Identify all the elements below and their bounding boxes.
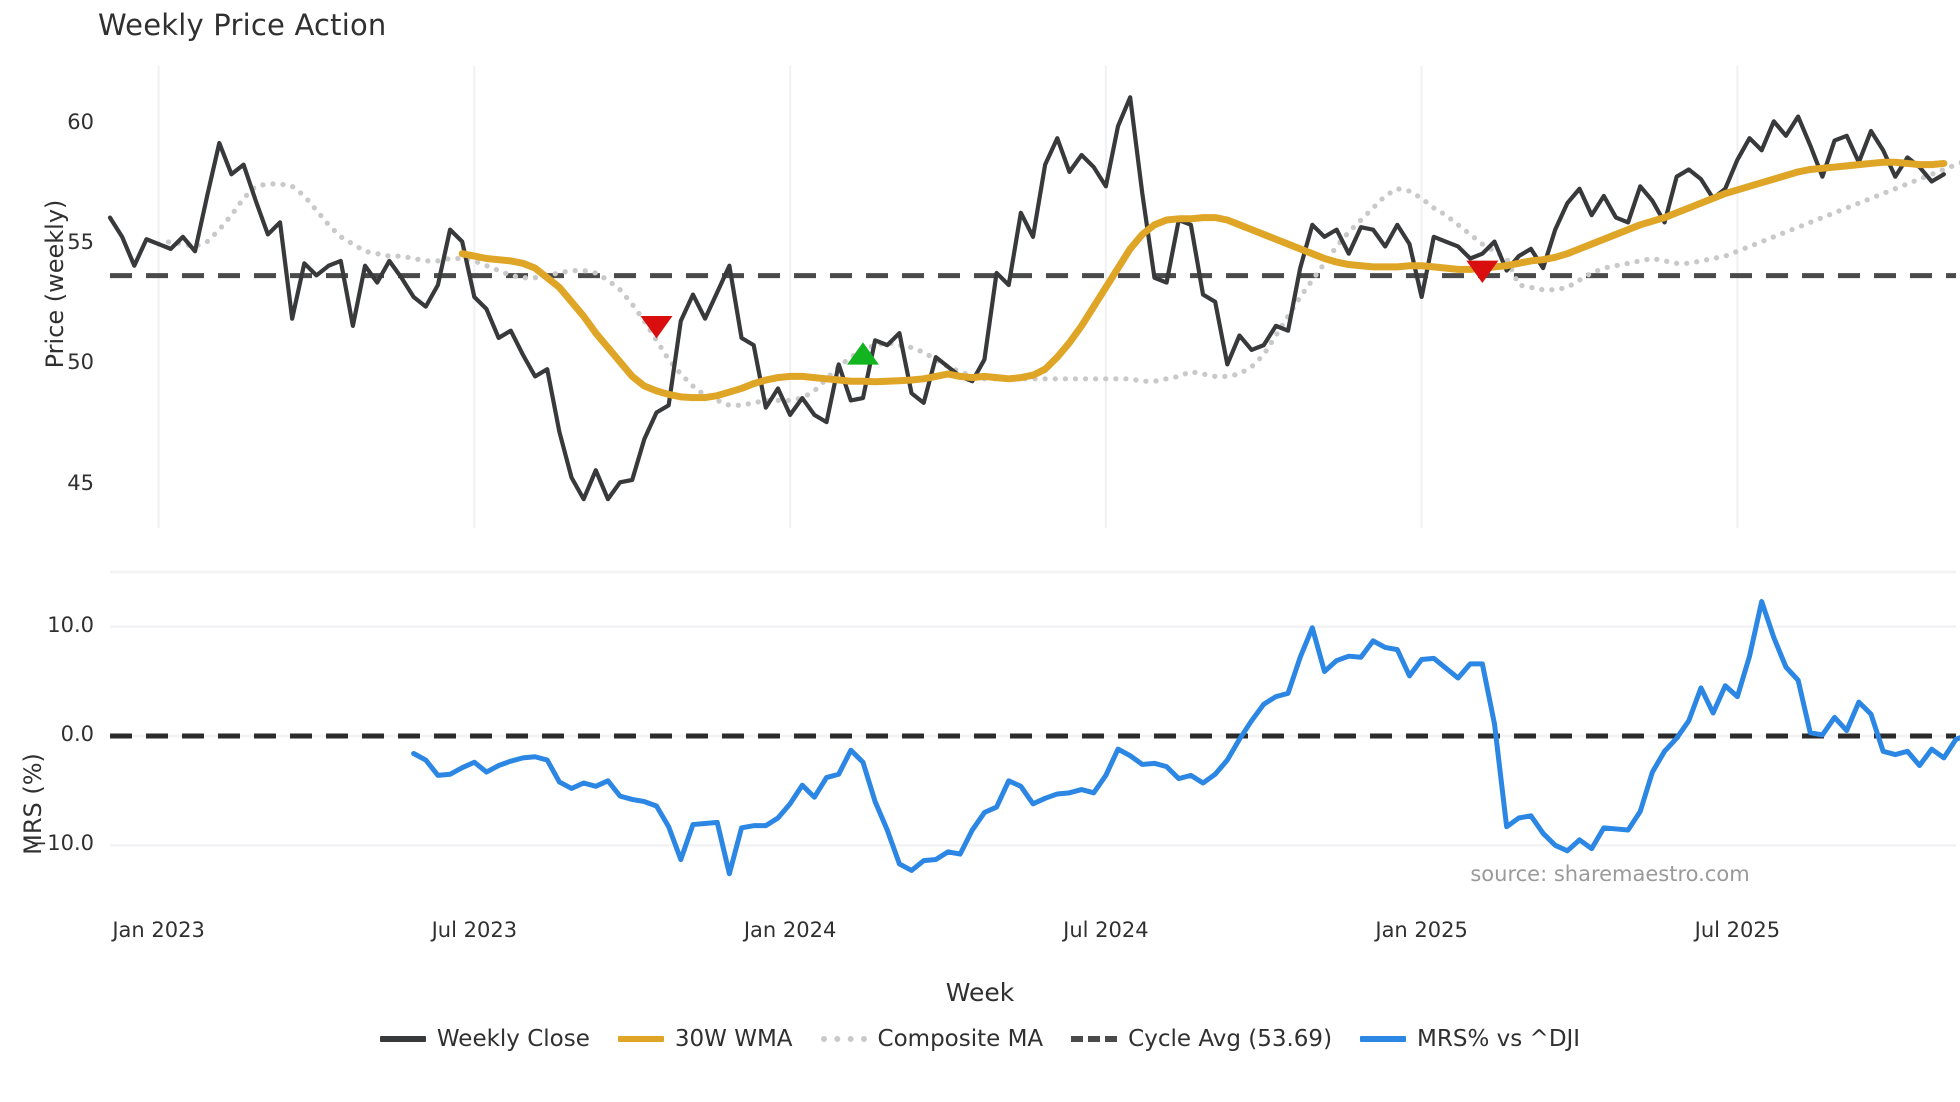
mrs-ytick-2: 10.0	[47, 612, 94, 637]
mrs-ytick-1: 0.0	[60, 722, 94, 746]
legend-item-4[interactable]: MRS% vs ^DJI	[1360, 1026, 1580, 1052]
series-line-weekly-close	[107, 95, 1946, 502]
mrs-ytick-0: −10.0	[29, 831, 94, 856]
buy-signal-marker-1[interactable]	[846, 342, 879, 365]
line-solid-icon	[379, 1030, 426, 1048]
price-ytick-1: 50	[67, 350, 94, 375]
series-line-30w-wma	[458, 158, 1948, 402]
line-solid-icon	[617, 1030, 664, 1048]
series-line-composite-ma	[155, 160, 1960, 408]
legend-label-3: Cycle Avg (53.69)	[1128, 1026, 1333, 1052]
x-axis-tick-3: Jul 2024	[1063, 918, 1149, 942]
legend-item-1[interactable]: 30W WMA	[617, 1026, 793, 1052]
x-axis-tick-2: Jan 2024	[743, 918, 837, 942]
line-solid-icon	[1360, 1030, 1407, 1048]
price-ytick-3: 60	[67, 109, 94, 134]
sell-signal-marker-2[interactable]	[1466, 260, 1499, 284]
sell-signal-marker-0[interactable]	[640, 315, 673, 339]
legend-label-4: MRS% vs ^DJI	[1417, 1026, 1581, 1052]
x-axis-tick-0: Jan 2023	[112, 918, 205, 942]
x-axis-tick-5: Jul 2025	[1694, 918, 1781, 942]
chart-legend: Weekly Close 30W WMA Composite MA Cycle Avg…	[0, 1026, 1960, 1052]
price-ytick-2: 55	[67, 230, 94, 255]
legend-item-3[interactable]: Cycle Avg (53.69)	[1071, 1026, 1332, 1052]
legend-label-1: 30W WMA	[674, 1026, 793, 1052]
source-watermark: source: sharemaestro.com	[1470, 862, 1750, 886]
x-axis-tick-1: Jul 2023	[431, 918, 518, 942]
x-axis-label: Week	[945, 978, 1015, 1007]
line-dotted-icon	[820, 1030, 867, 1048]
line-dashed-icon	[1071, 1030, 1118, 1048]
legend-label-0: Weekly Close	[436, 1026, 590, 1052]
legend-label-2: Composite MA	[877, 1026, 1044, 1052]
page-title: Weekly Price Action	[98, 8, 387, 42]
legend-item-0[interactable]: Weekly Close	[379, 1026, 590, 1052]
series-line-mrs-vs-dji	[411, 599, 1960, 877]
price-ytick-0: 45	[67, 470, 94, 495]
legend-item-2[interactable]: Composite MA	[820, 1026, 1044, 1052]
x-axis-tick-4: Jan 2025	[1375, 918, 1468, 942]
